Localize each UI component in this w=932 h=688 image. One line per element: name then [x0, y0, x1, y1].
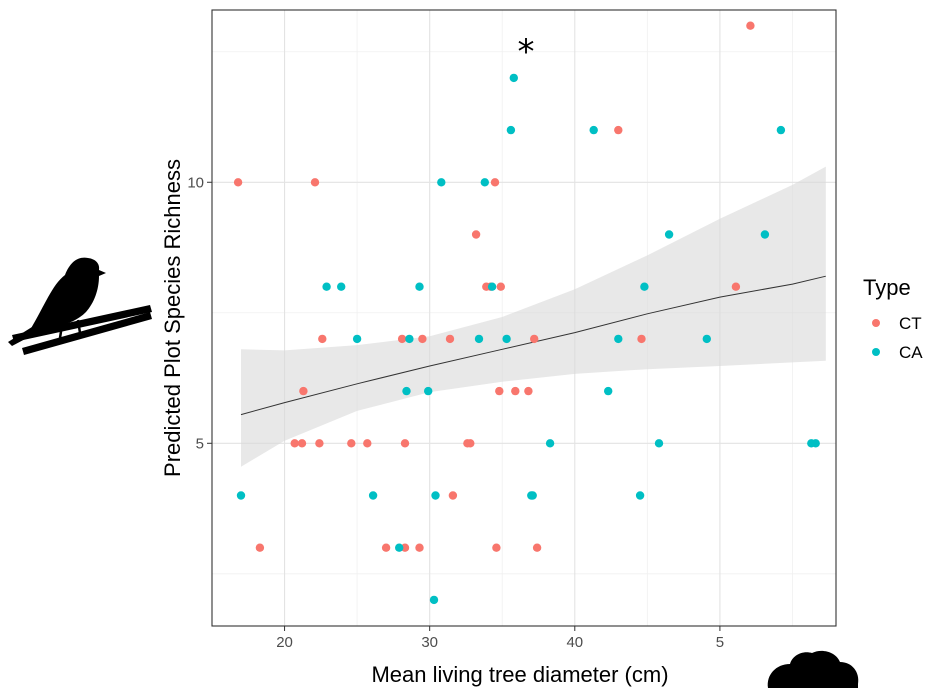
point-ca [437, 178, 446, 187]
point-ca [509, 73, 518, 83]
point-ct [490, 178, 500, 187]
point-ca [487, 282, 497, 291]
point-ca [395, 543, 404, 552]
point-ca [502, 334, 511, 344]
legend-title: Type [863, 275, 911, 300]
point-ca [654, 439, 664, 448]
point-ca [589, 125, 598, 135]
point-ca [405, 334, 414, 344]
point-ca [760, 230, 770, 239]
point-ca [429, 595, 439, 605]
tree-silhouette-icon [767, 650, 859, 688]
point-ct [492, 543, 501, 552]
point-ca [480, 178, 489, 187]
legend-label-ct: CT [899, 314, 922, 333]
point-ct [418, 334, 427, 344]
legend-label-ca: CA [899, 343, 923, 362]
point-ct [511, 386, 520, 396]
point-ca [352, 334, 362, 344]
point-ca [640, 282, 649, 291]
point-ct [299, 386, 308, 396]
confidence-band [241, 166, 826, 467]
point-ca [528, 491, 537, 500]
point-ca [431, 491, 440, 500]
x-tick-label: 40 [566, 634, 583, 651]
point-ct [731, 282, 741, 291]
point-ct [496, 282, 505, 291]
x-axis-ticks: 20 30 40 5 [276, 626, 724, 651]
point-ct [310, 178, 320, 187]
legend-key-ca [872, 348, 880, 356]
regression-line [240, 275, 826, 416]
point-ca [811, 439, 820, 448]
point-ct [381, 543, 391, 552]
point-ct [471, 230, 481, 239]
point-ct [315, 439, 324, 448]
bird-silhouette-icon [8, 257, 152, 355]
point-ca [337, 282, 346, 291]
point-ct [445, 334, 455, 344]
plot-panel-border [211, 9, 837, 627]
point-ca [776, 125, 786, 135]
point-ct [255, 543, 265, 552]
point-ca [474, 334, 484, 344]
y-tick-label: 10 [187, 174, 204, 191]
point-ct [448, 491, 458, 500]
point-ca [545, 439, 555, 448]
legend-key-ct [872, 319, 880, 327]
point-ct [524, 386, 533, 396]
point-ct [400, 543, 410, 552]
point-ct [530, 334, 539, 344]
point-ct [466, 439, 475, 448]
point-ca [506, 125, 516, 135]
point-ct [318, 334, 327, 344]
x-axis-title: Mean living tree diameter (cm) [371, 662, 668, 687]
legend: Type CT CA [863, 275, 923, 362]
point-ct [415, 543, 424, 552]
data-points [233, 21, 820, 605]
significance-asterisk: * [518, 32, 535, 72]
point-ct [347, 439, 356, 448]
point-ct [746, 21, 755, 30]
point-ca [368, 491, 378, 500]
point-ct [290, 439, 299, 448]
point-ca [424, 386, 433, 396]
point-ca [702, 334, 711, 344]
x-tick-label: 30 [421, 634, 438, 651]
point-ca [415, 282, 424, 291]
x-tick-label: 5 [716, 634, 724, 651]
y-axis-title: Predicted Plot Species Richness [160, 159, 185, 477]
point-ca [604, 386, 613, 396]
point-ca [236, 491, 246, 500]
y-tick-label: 5 [196, 435, 204, 452]
point-ct [532, 543, 542, 552]
point-ca [635, 491, 645, 500]
point-ct [397, 334, 407, 344]
y-axis-ticks: 5 10 [187, 174, 212, 452]
point-ct [614, 125, 623, 135]
point-ct [400, 439, 410, 448]
x-tick-label: 20 [276, 634, 293, 651]
point-ct [495, 386, 504, 396]
point-ct [297, 439, 307, 448]
point-ct [363, 439, 372, 448]
point-ct [233, 178, 243, 187]
point-ca [614, 334, 623, 344]
point-ca [322, 282, 331, 291]
point-ca [664, 230, 674, 239]
point-ca [402, 386, 411, 396]
point-ct [637, 334, 646, 344]
